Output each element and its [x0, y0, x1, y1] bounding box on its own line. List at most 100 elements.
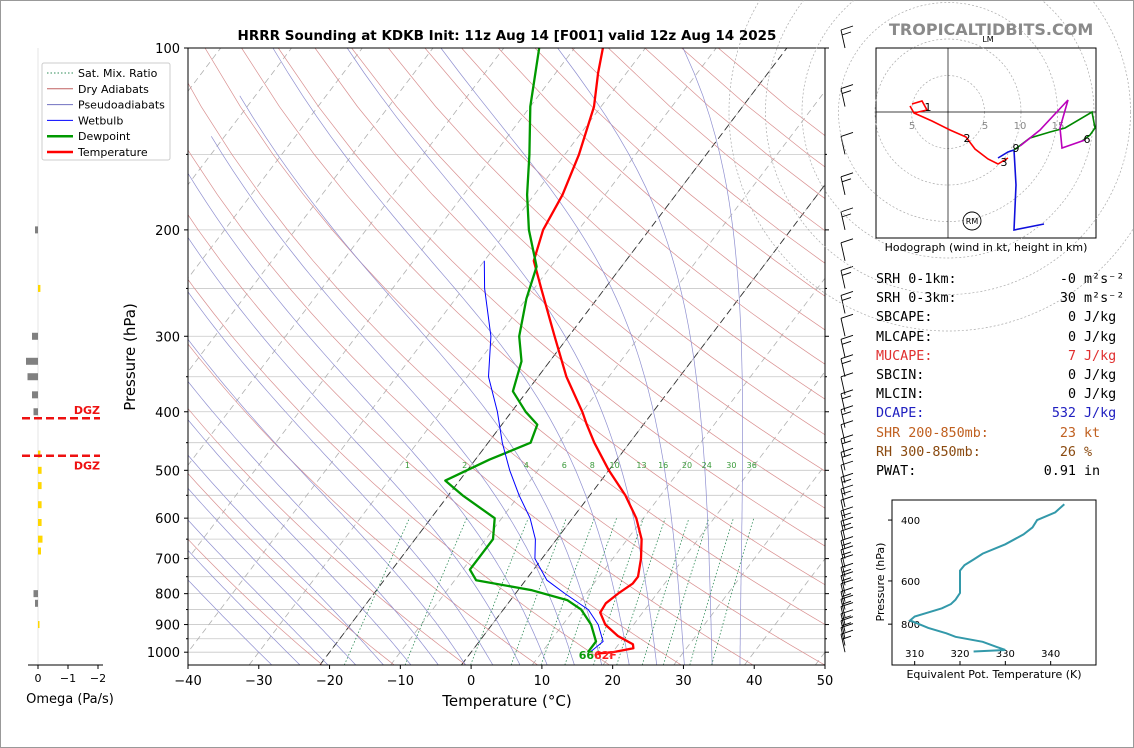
wind-barb-flag: [841, 440, 852, 445]
param-value: -0: [1059, 272, 1076, 287]
wind-barb-staff: [840, 549, 846, 568]
param-label: SBCAPE:: [876, 310, 933, 326]
theta-e-x-tick-label: 340: [1041, 649, 1060, 660]
hodograph-ring-label: 10: [1014, 121, 1027, 132]
param-label: SHR 200-850mb:: [876, 425, 989, 441]
hodograph-frame: [875, 47, 1097, 239]
sounding-parameters: SRH 0-1km: -0 m²s⁻² SRH 0-3km: 30 m²s⁻² SBCAPE…: [876, 270, 1124, 481]
param-row: PWAT: 0.91 in: [876, 462, 1124, 481]
hodograph-height-label: 6: [1084, 133, 1091, 146]
isotherm-line: [188, 48, 575, 560]
y-tick-label: 800: [155, 588, 180, 603]
wind-barb-flag: [840, 472, 854, 478]
mixing-ratio-line: [616, 518, 666, 665]
dry-adiabat-line: [204, 48, 825, 625]
y-tick-label: 500: [155, 464, 180, 479]
wind-barb-staff: [840, 376, 846, 395]
omega-bar: [33, 408, 38, 416]
wind-barb-staff: [840, 599, 846, 618]
wind-barb-flag: [841, 297, 852, 301]
wind-barb-flag: [840, 334, 854, 340]
y-axis-label: Pressure (hPa): [121, 303, 139, 411]
pseudoadiabat-line: [440, 48, 685, 665]
wind-barb-flag: [840, 536, 854, 542]
param-row: MUCAPE: 7 J/kg: [876, 347, 1124, 366]
param-row: SBCIN: 0 J/kg: [876, 366, 1124, 385]
omega-bar: [32, 332, 38, 340]
pseudoadiabat-line: [188, 487, 357, 665]
dry-adiabat-line: [498, 48, 825, 331]
dry-adiabat-line: [241, 48, 825, 586]
wind-barb-flag: [840, 526, 854, 532]
legend: Sat. Mix. Ratio Dry Adiabats Pseudoadiabat…: [41, 62, 171, 161]
hodograph-height-label: 1: [925, 101, 932, 114]
pseudoadiabat-line: [211, 136, 575, 665]
wind-barb-flag: [841, 635, 852, 640]
param-row: SBCAPE: 0 J/kg: [876, 308, 1124, 327]
wind-barb-staff: [840, 510, 846, 529]
wind-barb-flag: [841, 577, 852, 582]
param-unit: in: [1084, 464, 1101, 480]
pseudoadiabat-line: [188, 579, 273, 665]
omega-bar: [35, 599, 38, 607]
omega-bar: [38, 466, 42, 474]
dry-adiabat-line: [188, 407, 467, 665]
legend-label: Dry Adiabats: [78, 83, 149, 96]
mixing-ratio-line: [663, 518, 710, 665]
mixing-ratio-label: 6: [562, 461, 567, 470]
wind-barb-flag: [840, 131, 854, 137]
x-tick-label: 40: [746, 674, 763, 689]
dry-adiabat-line: [188, 82, 825, 665]
y-tick-label: 100: [155, 42, 180, 57]
x-tick-label: 10: [534, 674, 551, 689]
surface-dewpoint-label: 66: [579, 649, 595, 662]
mixing-ratio-label: 1: [405, 461, 410, 470]
legend-label: Temperature: [77, 146, 148, 159]
y-tick-label: 700: [155, 553, 180, 568]
wind-barb-flag: [840, 579, 854, 585]
wind-barb-flag: [840, 291, 854, 296]
param-row: SRH 0-3km: 30 m²s⁻²: [876, 289, 1124, 308]
chart-title: HRRR Sounding at KDKB Init: 11z Aug 14 […: [238, 28, 777, 44]
dry-adiabat-line: [188, 214, 682, 665]
y-tick-label: 900: [155, 619, 180, 634]
y-tick-label: 1000: [147, 646, 180, 661]
param-label: SRH 0-3km:: [876, 291, 957, 307]
series-temperature-line: [532, 48, 643, 655]
omega-bar: [35, 226, 38, 234]
wind-barb-flag: [841, 593, 852, 597]
pseudoadiabat-line: [188, 454, 384, 665]
dry-adiabat-line: [278, 48, 825, 547]
wind-barb-staff: [840, 477, 846, 496]
wind-barb-staff: [840, 270, 846, 289]
x-tick-label: −20: [316, 674, 343, 689]
legend-label: Sat. Mix. Ratio: [78, 67, 158, 80]
wind-barb-flag: [840, 354, 854, 360]
wind-barb-staff: [840, 627, 846, 646]
pseudoadiabat-line: [188, 338, 466, 665]
wind-barb-flag: [840, 545, 854, 551]
param-unit: m²s⁻²: [1084, 272, 1125, 287]
omega-bar: [38, 482, 42, 490]
wind-barb-staff: [840, 318, 846, 337]
wind-barb-flag: [841, 31, 852, 36]
wind-barb-flag: [840, 616, 854, 622]
omega-bar: [32, 391, 38, 399]
pseudoadiabat-line: [272, 48, 630, 665]
wind-barb-flag: [841, 542, 852, 547]
wind-barb-staff: [840, 358, 846, 377]
wind-barb-flag: [840, 238, 854, 244]
param-value: 0.91: [1043, 464, 1076, 480]
theta-e-x-tick-label: 310: [905, 649, 924, 660]
mixing-ratio-line: [711, 518, 755, 665]
y-tick-label: 200: [155, 224, 180, 239]
omega-bar: [38, 450, 41, 458]
wind-barb-flag: [840, 602, 854, 607]
legend-label: Wetbulb: [78, 114, 123, 127]
legend-label: Dewpoint: [78, 130, 131, 143]
wind-barb-staff: [840, 613, 846, 632]
pseudoadiabat-line: [682, 48, 743, 665]
wind-barb-staff: [840, 409, 846, 428]
dry-adiabat-line: [351, 48, 825, 472]
dry-adiabat-line: [314, 48, 825, 509]
